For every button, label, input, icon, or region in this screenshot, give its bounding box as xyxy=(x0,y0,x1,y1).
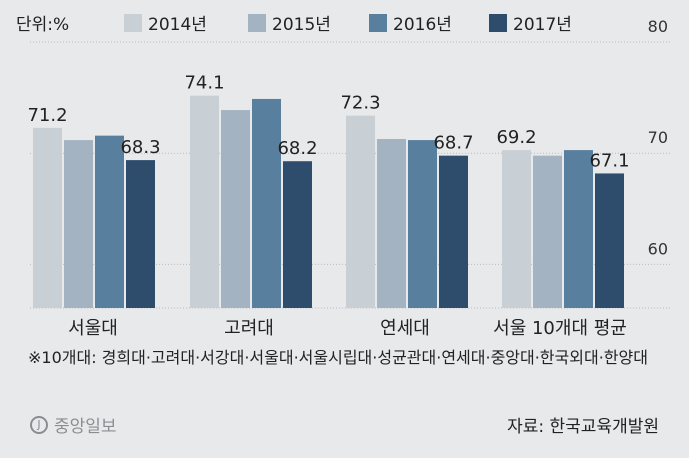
category-label-0: 서울대 xyxy=(68,318,118,339)
legend-swatch-2017년 xyxy=(489,14,507,32)
category-label-2: 연세대 xyxy=(380,318,430,339)
y-tick-60: 60 xyxy=(648,239,668,258)
logo-text: 중앙일보 xyxy=(54,417,117,437)
bar-연세대-2016년 xyxy=(408,140,437,308)
bar-연세대-2017년 xyxy=(439,155,468,308)
value-label-연세대-2017년: 68.7 xyxy=(433,133,473,154)
category-label-1: 고려대 xyxy=(224,318,274,339)
value-label-서울 10개대 평균-2017년: 67.1 xyxy=(589,150,629,171)
y-axis-ticks: 60 70 80 xyxy=(648,17,668,258)
bar-고려대-2017년 xyxy=(283,161,312,308)
bar-서울대-2014년 xyxy=(33,127,62,308)
bar-고려대-2015년 xyxy=(221,110,250,309)
y-tick-80: 80 xyxy=(648,17,668,36)
bar-고려대-2016년 xyxy=(252,98,281,308)
legend-label-2014년: 2014년 xyxy=(148,15,207,35)
value-label-서울대-2017년: 68.3 xyxy=(120,137,160,158)
logo-circle-icon: J xyxy=(30,415,48,434)
legend: 2014년 2015년 2016년 2017년 xyxy=(124,14,572,35)
footnote: ※10개대: 경희대·고려대·서강대·서울대·서울시립대·성균관대·연세대·중앙… xyxy=(28,348,648,367)
value-labels: 71.2 68.3 74.1 68.2 72.3 68.7 69.2 67.1 xyxy=(27,73,629,172)
bar-서울 10개대 평균-2016년 xyxy=(564,150,593,308)
publisher-logo: J 중앙일보 xyxy=(30,412,117,437)
bar-서울 10개대 평균-2017년 xyxy=(595,173,624,308)
legend-swatch-2014년 xyxy=(124,14,142,32)
bar-서울대-2015년 xyxy=(64,140,93,308)
category-label-3: 서울 10개대 평균 xyxy=(493,318,627,339)
legend-swatch-2015년 xyxy=(248,14,266,32)
y-tick-70: 70 xyxy=(648,128,668,147)
category-labels: 서울대 고려대 연세대 서울 10개대 평균 xyxy=(68,318,627,339)
unit-label: 단위:% xyxy=(16,15,69,35)
value-label-연세대-2014년: 72.3 xyxy=(340,93,380,114)
bar-고려대-2014년 xyxy=(190,95,219,308)
bars xyxy=(33,95,624,309)
value-label-서울대-2014년: 71.2 xyxy=(27,105,67,126)
bar-연세대-2014년 xyxy=(346,115,375,309)
source-note: 자료: 한국교육개발원 xyxy=(507,417,659,437)
bar-서울대-2016년 xyxy=(95,135,124,308)
legend-label-2015년: 2015년 xyxy=(272,15,331,35)
value-label-고려대-2017년: 68.2 xyxy=(277,138,317,159)
bar-서울 10개대 평균-2015년 xyxy=(533,155,562,308)
legend-label-2017년: 2017년 xyxy=(513,15,572,35)
bar-연세대-2015년 xyxy=(377,138,406,308)
legend-swatch-2016년 xyxy=(369,14,387,32)
value-label-서울 10개대 평균-2014년: 69.2 xyxy=(496,127,536,148)
bar-서울대-2017년 xyxy=(126,160,155,308)
bar-서울 10개대 평균-2014년 xyxy=(502,150,531,308)
legend-label-2016년: 2016년 xyxy=(393,15,452,35)
value-label-고려대-2014년: 74.1 xyxy=(184,73,224,94)
